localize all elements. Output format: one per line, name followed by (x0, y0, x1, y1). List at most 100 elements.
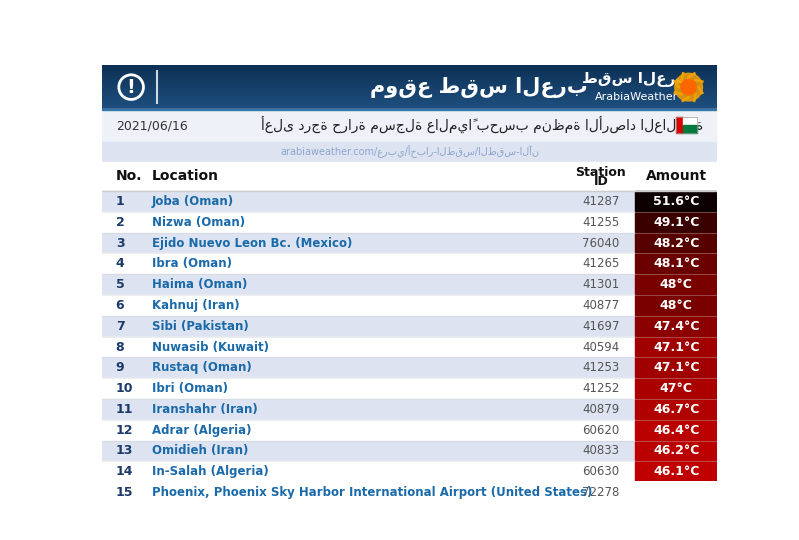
Bar (102, 94, 718, 96)
Text: Ibra (Oman): Ibra (Oman) (152, 258, 232, 271)
Text: 12: 12 (116, 424, 133, 437)
Bar (102, 89, 718, 90)
Bar (635, 357, 718, 378)
Bar (102, 295, 635, 316)
Bar (102, 80, 718, 81)
Bar (102, 86, 718, 87)
Text: 46.1°C: 46.1°C (653, 486, 699, 499)
Bar (683, 117, 697, 125)
Text: 46.2°C: 46.2°C (653, 444, 699, 457)
Text: 2021/06/16: 2021/06/16 (116, 119, 188, 132)
Bar (102, 108, 718, 109)
Text: Kahnuj (Iran): Kahnuj (Iran) (152, 299, 240, 312)
Bar (102, 70, 718, 71)
Bar (102, 79, 718, 80)
Bar (675, 117, 697, 132)
Bar (102, 103, 718, 104)
Text: Station: Station (575, 166, 626, 179)
Text: arabiaweather.com/عربي/أخبار-الطقس/الطقس-الآن: arabiaweather.com/عربي/أخبار-الطقس/الطقس… (280, 145, 539, 158)
Text: 6: 6 (116, 299, 125, 312)
Text: Amount: Amount (646, 170, 707, 184)
Text: 41255: 41255 (582, 216, 619, 229)
Bar (635, 316, 718, 336)
Bar (102, 107, 718, 108)
Text: 8: 8 (116, 341, 125, 354)
Bar (102, 399, 635, 420)
Bar (102, 93, 718, 94)
Bar (675, 117, 683, 132)
Text: 46.1°C: 46.1°C (653, 465, 699, 478)
Bar (102, 65, 718, 66)
Bar (635, 295, 718, 316)
Text: 40833: 40833 (582, 444, 619, 457)
Bar (102, 96, 718, 97)
Text: موقع طقس العرب: موقع طقس العرب (370, 77, 588, 98)
Text: 13: 13 (116, 444, 133, 457)
Bar (635, 233, 718, 253)
Bar (102, 75, 718, 76)
Bar (635, 482, 718, 503)
Bar (635, 378, 718, 399)
Text: 4: 4 (116, 258, 125, 271)
Text: 47°C: 47°C (660, 382, 693, 395)
Text: Nuwasib (Kuwait): Nuwasib (Kuwait) (152, 341, 269, 354)
Text: 47.1°C: 47.1°C (653, 341, 700, 354)
Text: 10: 10 (116, 382, 133, 395)
Bar (102, 71, 718, 72)
Bar (102, 109, 718, 110)
Bar (102, 92, 718, 93)
Text: 1: 1 (116, 195, 125, 208)
Bar (102, 441, 635, 461)
Bar (102, 420, 635, 441)
Text: 9: 9 (116, 361, 125, 374)
Bar (102, 90, 718, 91)
Text: 41287: 41287 (582, 195, 619, 208)
Bar (102, 76, 718, 77)
Text: ID: ID (594, 176, 608, 188)
Text: Adrar (Algeria): Adrar (Algeria) (152, 424, 252, 437)
Bar (102, 233, 635, 253)
Bar (102, 98, 718, 99)
Bar (102, 87, 718, 88)
Text: Sibi (Pakistan): Sibi (Pakistan) (152, 320, 248, 333)
Circle shape (674, 73, 702, 101)
Text: 40594: 40594 (582, 341, 619, 354)
Bar (102, 72, 718, 73)
Text: 41265: 41265 (582, 258, 619, 271)
Text: 41252: 41252 (582, 382, 619, 395)
Bar (102, 84, 718, 85)
Bar (635, 212, 718, 233)
Bar (102, 91, 718, 92)
Bar (635, 336, 718, 357)
Text: Iranshahr (Iran): Iranshahr (Iran) (152, 403, 257, 416)
Text: 46.4°C: 46.4°C (653, 424, 699, 437)
Bar (635, 441, 718, 461)
Bar (102, 74, 718, 75)
Bar (102, 81, 718, 82)
Bar (102, 73, 718, 74)
Text: 40879: 40879 (582, 403, 619, 416)
Bar (102, 66, 718, 67)
Bar (102, 104, 718, 105)
Text: Ejido Nuevo Leon Bc. (Mexico): Ejido Nuevo Leon Bc. (Mexico) (152, 237, 352, 249)
Text: 48°C: 48°C (660, 299, 693, 312)
Circle shape (681, 79, 696, 95)
Text: 15: 15 (116, 486, 133, 499)
Text: 60630: 60630 (582, 465, 619, 478)
Text: 48.2°C: 48.2°C (653, 237, 699, 249)
Bar (102, 109, 718, 110)
Text: 5: 5 (116, 278, 125, 291)
Text: !: ! (127, 78, 136, 97)
Text: Ibri (Oman): Ibri (Oman) (152, 382, 228, 395)
Bar (102, 69, 718, 70)
Text: Haima (Oman): Haima (Oman) (152, 278, 248, 291)
Text: 72278: 72278 (582, 486, 619, 499)
Text: أعلى درجة حرارة مسجلة عالمياً بحسب منظمة الأرصاد العالمية: أعلى درجة حرارة مسجلة عالمياً بحسب منظمة… (261, 116, 703, 133)
Bar (683, 125, 697, 132)
Bar (635, 191, 718, 212)
Bar (102, 212, 635, 233)
Text: 51.6°C: 51.6°C (653, 195, 699, 208)
Text: Nizwa (Oman): Nizwa (Oman) (152, 216, 245, 229)
Bar (102, 378, 635, 399)
Bar (102, 88, 718, 89)
